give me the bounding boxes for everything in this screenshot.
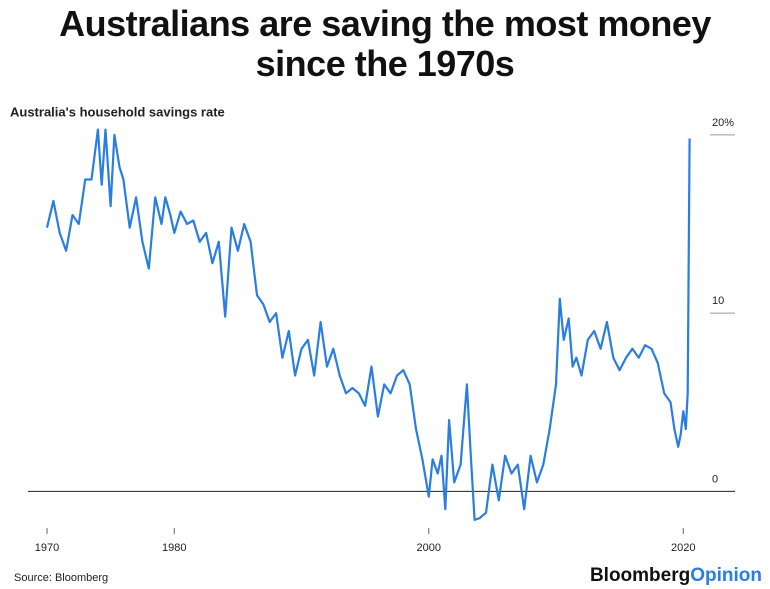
logo-part: Bloomberg xyxy=(590,565,690,586)
source: Source: Bloomberg xyxy=(14,572,108,584)
y-tick-label: 10 xyxy=(712,295,724,307)
y-tick-label: 0 xyxy=(712,473,718,485)
x-tick-label: 2020 xyxy=(671,542,695,554)
chart-title: Australians are saving the most money si… xyxy=(59,3,711,84)
x-tick-label: 2000 xyxy=(417,542,441,554)
x-tick-label: 1970 xyxy=(35,542,59,554)
x-tick-label: 1980 xyxy=(162,542,186,554)
subtitle: Australia's household savings rate xyxy=(10,104,225,119)
logo: BloombergOpinion xyxy=(590,565,762,586)
y-tick-label: 20% xyxy=(712,117,734,129)
series-line xyxy=(45,128,691,521)
logo-part: Opinion xyxy=(690,565,762,586)
